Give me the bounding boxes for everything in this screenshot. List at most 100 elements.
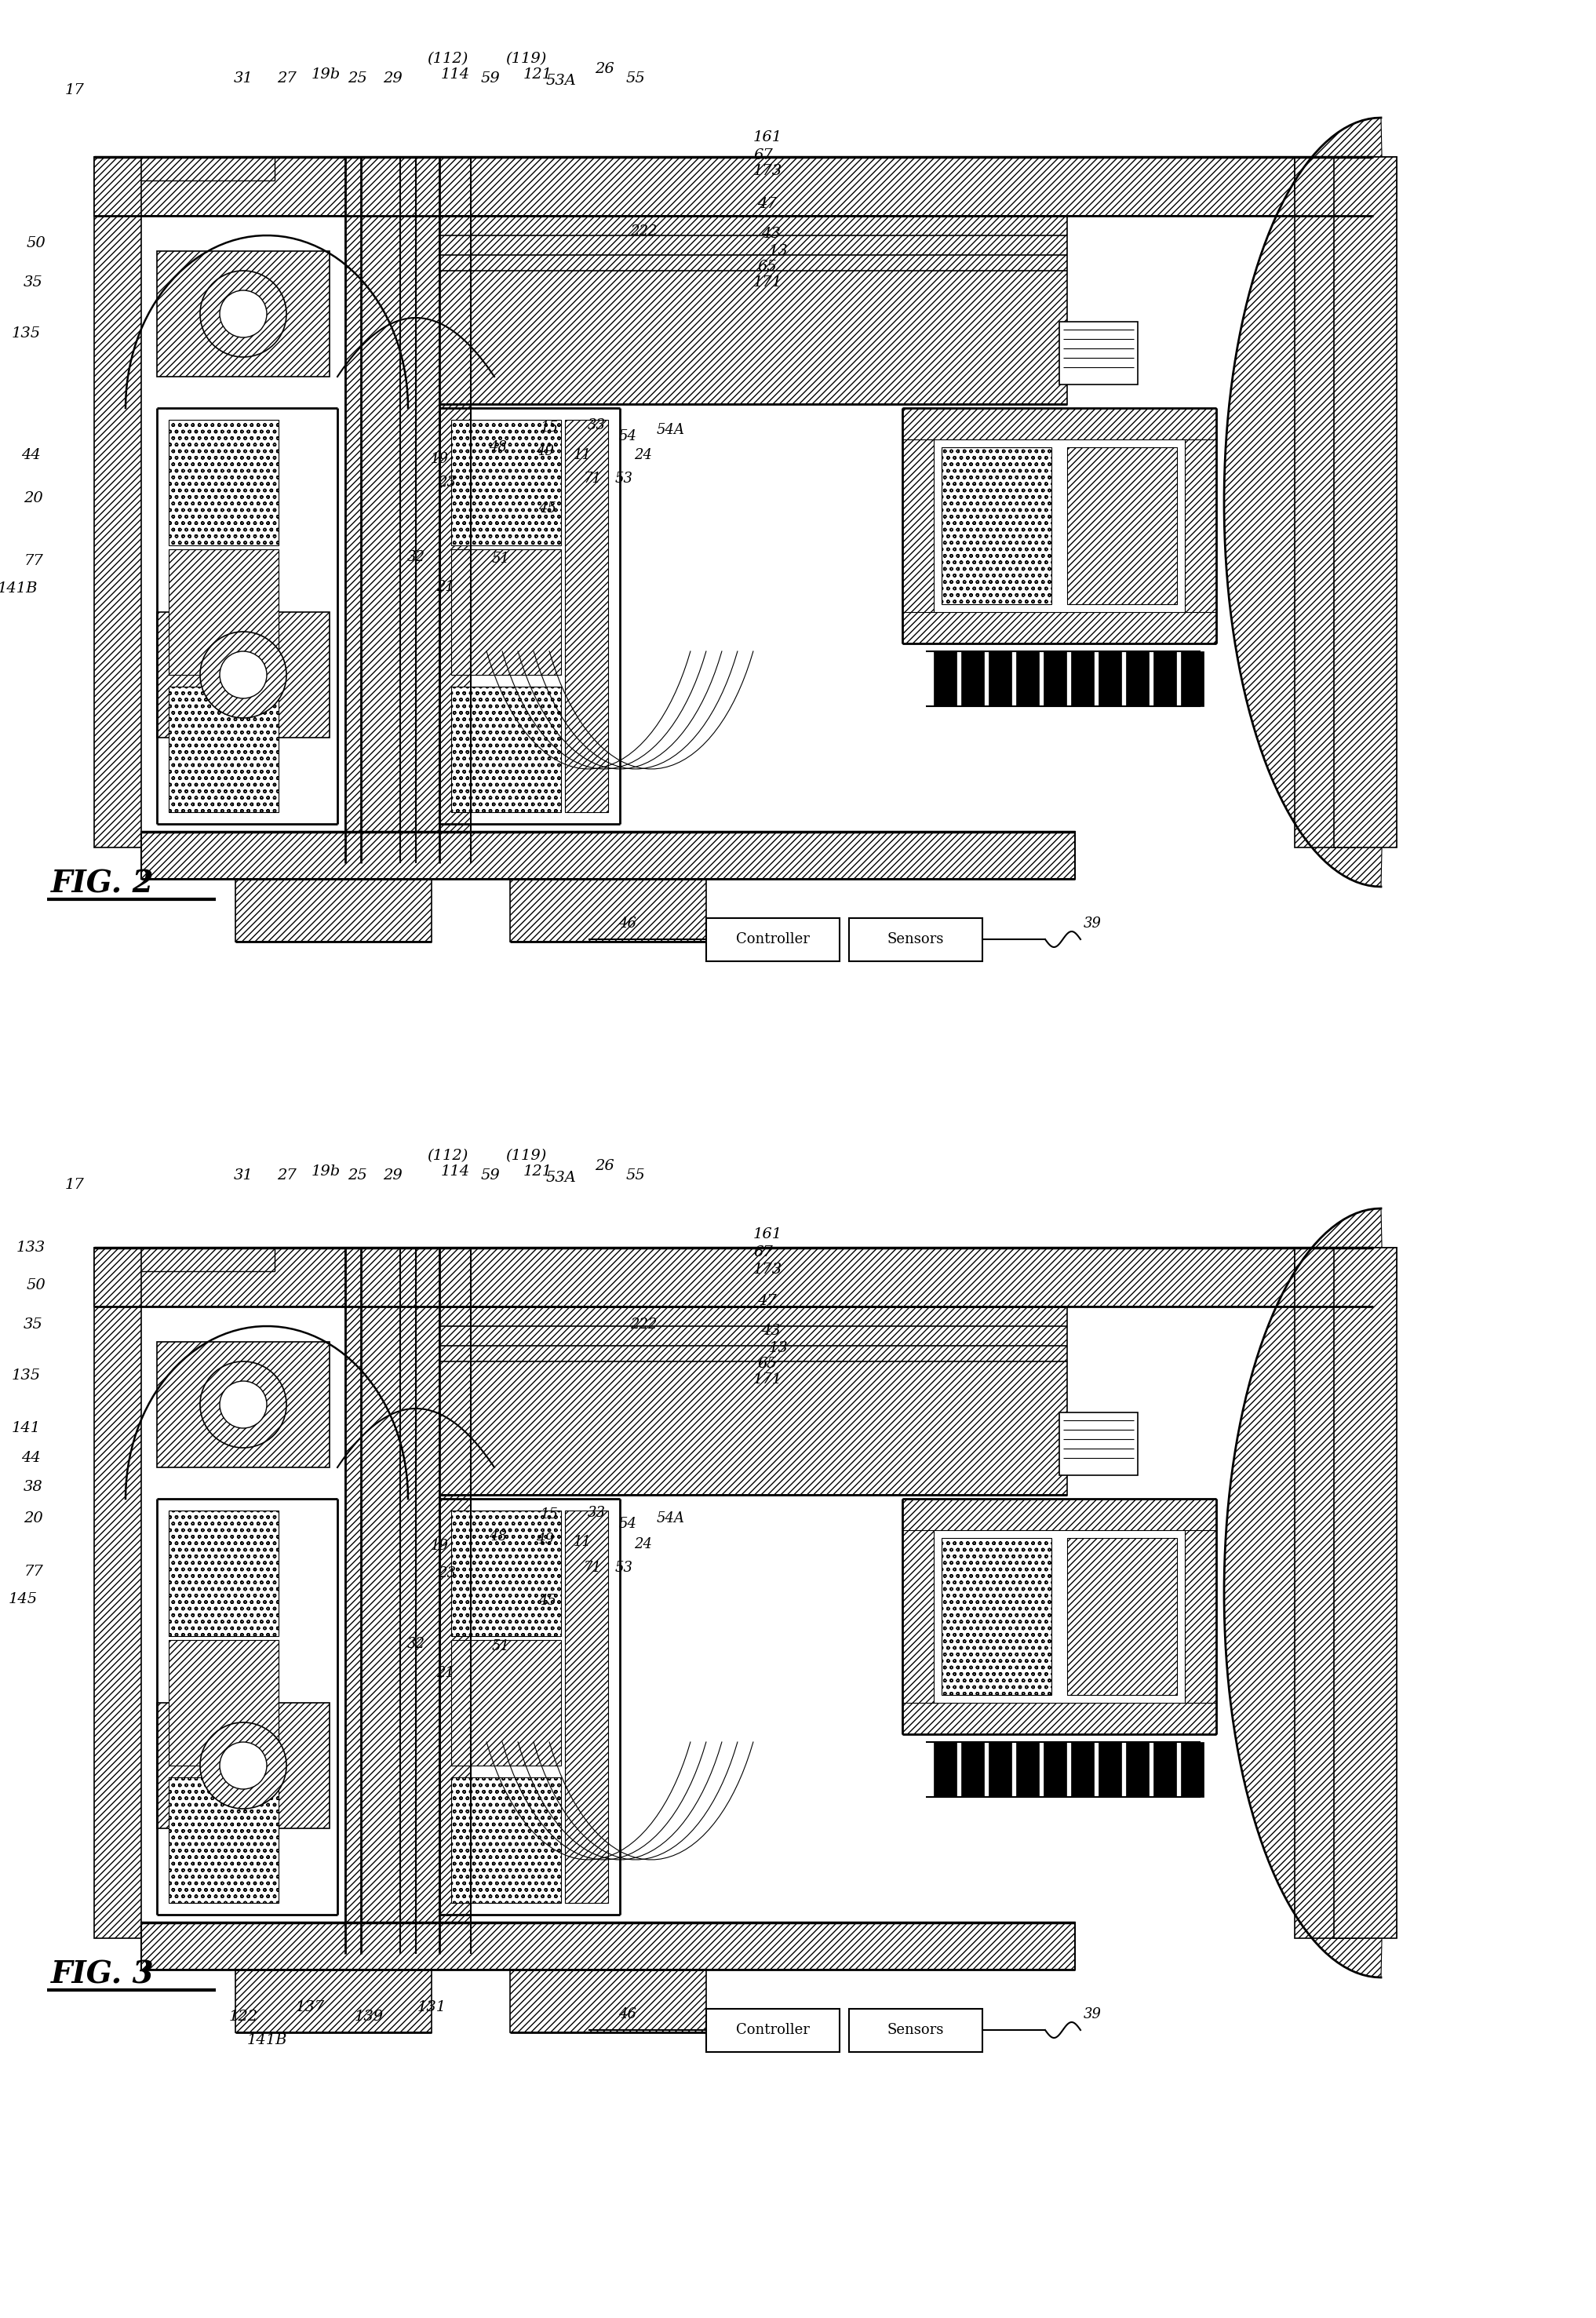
Text: 23: 23 (439, 1567, 456, 1581)
Bar (942, 447, 1052, 605)
Bar (961, 651, 985, 707)
Bar (1044, 1743, 1066, 1796)
Bar (169, 1641, 279, 1766)
Text: 21: 21 (437, 580, 455, 593)
Text: 15: 15 (539, 1507, 559, 1521)
Text: 31: 31 (233, 72, 252, 86)
Text: 173: 173 (753, 165, 782, 178)
Text: 161: 161 (753, 130, 782, 144)
Text: 135: 135 (11, 1368, 41, 1382)
Circle shape (200, 271, 286, 357)
Bar (849, 2010, 983, 2051)
Text: 44: 44 (21, 1451, 41, 1465)
Text: 13: 13 (769, 1342, 788, 1356)
Text: 135: 135 (11, 327, 41, 341)
Text: 19: 19 (431, 452, 448, 466)
Text: 54A: 54A (658, 1511, 685, 1525)
Bar (1071, 651, 1093, 707)
Text: 27: 27 (276, 72, 297, 86)
Text: 23: 23 (439, 475, 456, 489)
Text: (119): (119) (506, 1150, 546, 1164)
Text: 19: 19 (431, 1539, 448, 1553)
Text: 50: 50 (26, 236, 46, 250)
Text: 24: 24 (634, 1537, 653, 1551)
Polygon shape (94, 1247, 140, 1938)
Text: 47: 47 (757, 197, 777, 211)
Text: 45: 45 (539, 501, 557, 515)
Text: 161: 161 (753, 1226, 782, 1242)
Text: 17: 17 (65, 83, 85, 97)
Bar (169, 1511, 279, 1637)
Polygon shape (94, 158, 140, 848)
Text: 77: 77 (24, 554, 43, 568)
Text: 26: 26 (594, 63, 614, 76)
Text: 54A: 54A (658, 422, 685, 438)
Text: 32: 32 (407, 549, 425, 563)
Text: 15: 15 (539, 420, 559, 436)
Text: 171: 171 (753, 1372, 782, 1386)
Text: 13: 13 (769, 243, 788, 257)
Text: Controller: Controller (736, 932, 809, 946)
Circle shape (220, 651, 267, 698)
Bar (1071, 1743, 1093, 1796)
Bar (849, 918, 983, 962)
Bar (1127, 1743, 1149, 1796)
Bar (902, 612, 1216, 644)
Text: Sensors: Sensors (887, 2024, 945, 2038)
Text: Sensors: Sensors (887, 932, 945, 946)
Text: 51: 51 (492, 1639, 509, 1653)
Bar (1154, 651, 1176, 707)
Bar (1154, 1743, 1176, 1796)
Text: 39: 39 (1084, 2007, 1101, 2021)
Text: 11: 11 (573, 1535, 591, 1548)
Polygon shape (1294, 1247, 1358, 1938)
Text: 53: 53 (614, 471, 634, 487)
Text: 71: 71 (584, 1560, 602, 1574)
Text: (112): (112) (426, 1150, 468, 1164)
Bar (1060, 322, 1138, 385)
Polygon shape (345, 158, 401, 862)
Text: 65: 65 (757, 260, 777, 274)
Bar (1060, 1412, 1138, 1474)
Text: 39: 39 (1084, 916, 1101, 930)
Polygon shape (156, 612, 329, 737)
Text: 48: 48 (490, 440, 508, 454)
Text: 35: 35 (24, 1317, 43, 1331)
Polygon shape (94, 158, 1373, 216)
Text: 137: 137 (295, 2000, 324, 2014)
Text: 141B: 141B (246, 2033, 287, 2047)
Text: 26: 26 (594, 1159, 614, 1173)
Text: 48: 48 (490, 1530, 508, 1544)
Text: 20: 20 (24, 491, 43, 505)
Text: 114: 114 (440, 67, 469, 81)
Text: 141B: 141B (0, 582, 38, 596)
Bar (1181, 1743, 1203, 1796)
Text: 65: 65 (757, 1356, 777, 1370)
Circle shape (200, 633, 286, 719)
Bar (1068, 1539, 1176, 1694)
Text: 122: 122 (228, 2010, 259, 2024)
Bar (169, 1778, 279, 1903)
Bar (169, 420, 279, 545)
Text: 43: 43 (761, 1324, 780, 1337)
Text: 139: 139 (354, 2010, 383, 2024)
Text: 141: 141 (11, 1421, 41, 1435)
Text: 46: 46 (619, 2007, 637, 2021)
Bar (1044, 651, 1066, 707)
Circle shape (220, 290, 267, 338)
Text: 51: 51 (492, 552, 509, 566)
Text: 173: 173 (753, 1263, 782, 1277)
Text: 53A: 53A (546, 74, 576, 88)
Text: 11: 11 (573, 447, 591, 461)
Bar (169, 549, 279, 675)
Bar (361, 158, 439, 862)
Polygon shape (1334, 158, 1396, 848)
Bar (169, 686, 279, 811)
Text: 29: 29 (383, 72, 402, 86)
Bar (361, 1247, 439, 1954)
Text: 35: 35 (24, 276, 43, 290)
Circle shape (220, 1743, 267, 1789)
Polygon shape (511, 1970, 705, 2033)
Bar (565, 1511, 608, 1903)
Text: 67: 67 (753, 1245, 772, 1259)
